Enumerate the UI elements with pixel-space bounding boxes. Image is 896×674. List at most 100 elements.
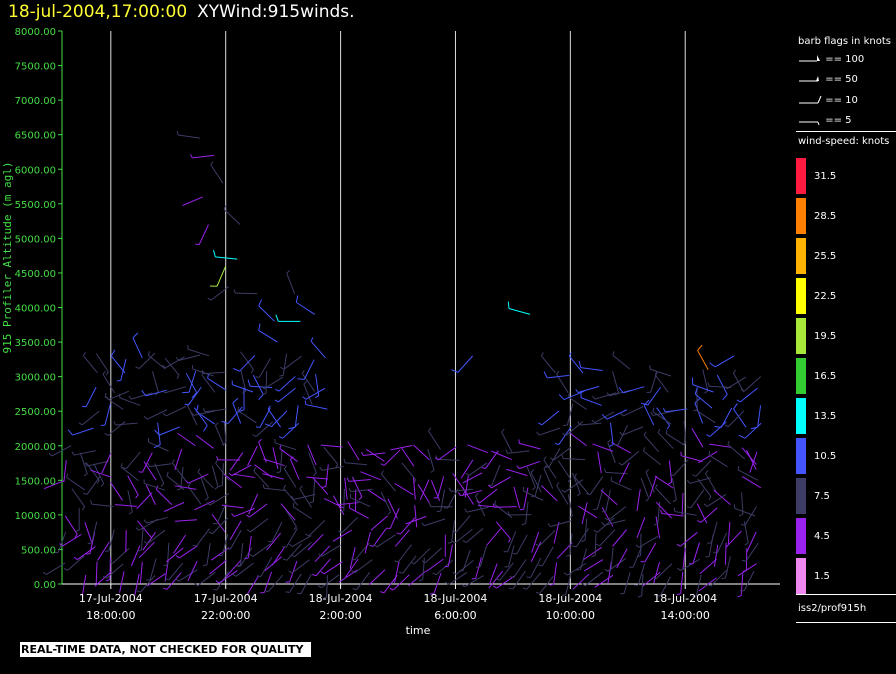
wind-barb-flag	[253, 467, 257, 472]
wind-barb-flag	[215, 422, 219, 426]
wind-barb	[86, 460, 109, 467]
wind-barb	[437, 458, 460, 461]
wind-barb	[643, 434, 660, 453]
color-swatch	[796, 518, 806, 554]
wind-barb	[486, 528, 502, 546]
wind-barb	[201, 374, 216, 393]
wind-barb-flag	[276, 471, 281, 474]
wind-barb	[530, 557, 542, 578]
wind-barb	[320, 574, 340, 589]
wind-barb-flag	[136, 590, 141, 593]
wind-barb-flag	[210, 161, 214, 166]
wind-barb-flag	[707, 583, 712, 587]
wind-barb-flag	[444, 565, 449, 568]
wind-barb-flag	[549, 583, 554, 586]
wind-barb	[623, 572, 631, 594]
barb-50-icon	[799, 76, 819, 82]
wind-barb	[435, 559, 453, 576]
wind-barb-flag	[577, 421, 581, 426]
wind-barb	[523, 487, 529, 510]
wind-barb	[408, 570, 426, 587]
y-tick-label: 0.00	[34, 580, 56, 591]
wind-barb	[744, 506, 757, 526]
wind-barb-flag	[660, 509, 663, 514]
wind-barb-flag	[335, 463, 339, 468]
wind-barb	[702, 369, 709, 392]
wind-barb	[207, 377, 227, 391]
wind-barb	[655, 563, 673, 580]
wind-barb	[356, 571, 371, 591]
wind-barb	[440, 489, 446, 512]
wind-barb	[91, 521, 98, 544]
wind-barb-flag	[301, 369, 305, 374]
wind-barb-flag	[320, 571, 325, 575]
wind-barb	[412, 444, 430, 461]
wind-barb-flag	[105, 579, 111, 582]
wind-barb	[744, 422, 762, 439]
wind-barb-flag	[190, 154, 193, 159]
wind-barb-flag	[714, 426, 722, 428]
wind-barb	[636, 517, 646, 539]
wind-barb	[691, 427, 704, 448]
wind-barb	[649, 475, 657, 498]
wind-barb	[274, 442, 297, 451]
wind-barb	[194, 499, 215, 511]
wind-barb	[282, 353, 288, 376]
wind-barb	[97, 541, 110, 561]
wind-barb	[728, 410, 745, 427]
wind-barb	[301, 373, 316, 392]
wind-barb	[142, 452, 153, 473]
wind-barb	[144, 482, 166, 491]
wind-barb-flag	[750, 426, 758, 430]
wind-barb-flag	[665, 429, 668, 434]
wind-barb	[530, 541, 542, 562]
wind-barb	[462, 549, 471, 571]
wind-barb	[225, 559, 242, 577]
wind-barb-flag	[226, 548, 231, 550]
wind-barb	[345, 462, 368, 466]
x-tick-time: 6:00:00	[434, 609, 476, 622]
wind-barb-flag	[135, 366, 140, 369]
wind-barb-flag	[292, 502, 295, 507]
wind-barb	[716, 532, 728, 554]
wind-barb-flag	[63, 567, 68, 571]
y-tick-label: 1000.00	[15, 511, 56, 522]
wind-barb	[119, 397, 141, 406]
wind-barb-flag	[705, 470, 709, 474]
wind-barb	[612, 354, 631, 370]
wind-barb-flag	[398, 571, 403, 574]
wind-barb	[223, 474, 243, 489]
wind-barb-flag	[175, 555, 180, 559]
color-scale-label: 31.5	[814, 171, 837, 182]
wind-barb-flag	[501, 428, 505, 433]
quality-notice: REAL-TIME DATA, NOT CHECKED FOR QUALITY	[20, 642, 312, 657]
wind-barb	[149, 463, 172, 468]
wind-barb-flag	[305, 533, 310, 537]
wind-barb	[709, 443, 732, 448]
wind-barb-flag	[380, 463, 385, 466]
wind-barb	[193, 410, 215, 416]
wind-barb-flag	[255, 376, 260, 378]
wind-barb	[112, 547, 130, 564]
wind-barb	[90, 469, 112, 478]
wind-barb	[286, 272, 296, 294]
wind-barb	[345, 558, 359, 578]
wind-barb-flag	[654, 371, 658, 376]
wind-barb-flag	[428, 427, 432, 432]
wind-barb-flag	[620, 412, 624, 417]
wind-barb	[638, 535, 659, 548]
wind-barb	[394, 482, 414, 496]
wind-barb	[291, 559, 310, 574]
wind-barb	[63, 460, 67, 483]
wind-barb-flag	[538, 564, 543, 567]
wind-barb	[127, 475, 139, 496]
wind-barb	[390, 444, 413, 451]
wind-barb-flag	[741, 524, 746, 526]
wind-barb	[64, 515, 78, 535]
wind-barb	[579, 422, 602, 426]
wind-barb	[367, 489, 387, 503]
y-tick-label: 3500.00	[15, 338, 56, 349]
wind-barb	[146, 409, 168, 420]
wind-barb	[109, 481, 124, 501]
wind-barb-flag	[221, 420, 229, 425]
